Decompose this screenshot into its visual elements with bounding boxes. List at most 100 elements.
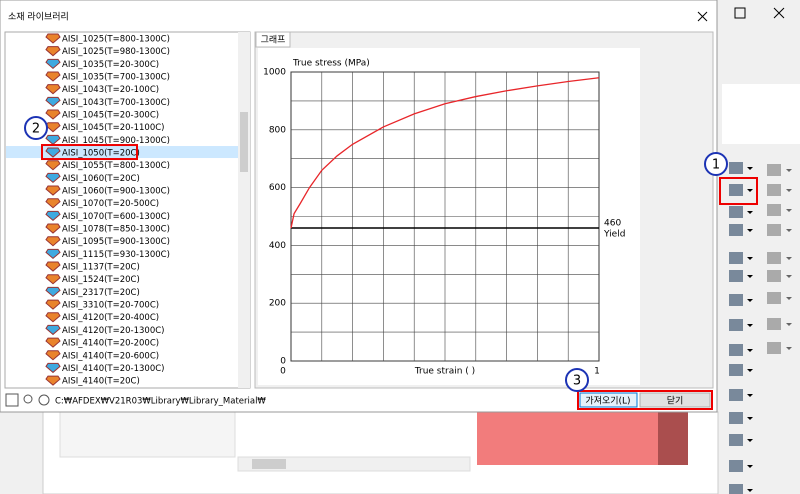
dropdown-arrow[interactable] [747, 299, 753, 302]
tool-icon[interactable] [767, 342, 781, 354]
tool-icon[interactable] [767, 204, 781, 216]
tool-icon[interactable] [767, 318, 781, 330]
y-tick-label: 600 [269, 183, 286, 193]
list-item[interactable]: AISI_1045(T=20-300C) [62, 111, 159, 121]
tool-icon[interactable] [729, 270, 743, 282]
tool-icon[interactable] [729, 364, 743, 376]
list-item[interactable]: AISI_1045(T=20-1100C) [62, 123, 165, 133]
tool-icon[interactable] [729, 162, 743, 174]
tool-icon[interactable] [729, 252, 743, 264]
home-icon[interactable] [5, 393, 19, 407]
material-icon [45, 33, 61, 44]
dropdown-arrow[interactable] [747, 465, 753, 468]
maximize[interactable] [734, 7, 746, 19]
dropdown-arrow[interactable] [786, 275, 792, 278]
dropdown-arrow[interactable] [747, 167, 753, 170]
tool-icon[interactable] [729, 319, 743, 331]
dropdown-arrow[interactable] [747, 439, 753, 442]
dropdown-arrow[interactable] [786, 189, 792, 192]
dropdown-arrow[interactable] [786, 209, 792, 212]
dropdown-arrow[interactable] [747, 189, 753, 192]
list-item[interactable]: AISI_3310(T=20-700C) [62, 301, 159, 311]
tool-icon[interactable] [767, 164, 781, 176]
dropdown-arrow[interactable] [786, 169, 792, 172]
tool-icon[interactable] [729, 434, 743, 446]
close-button[interactable] [639, 392, 711, 408]
list-item[interactable]: AISI_1070(T=20-500C) [62, 199, 159, 209]
dropdown-arrow[interactable] [747, 275, 753, 278]
dropdown-arrow[interactable] [747, 394, 753, 397]
list-item[interactable]: AISI_1035(T=20-300C) [62, 60, 159, 70]
list-item[interactable]: AISI_1060(T=900-1300C) [62, 187, 170, 197]
scroll-thumb[interactable] [252, 459, 286, 469]
list-item[interactable]: AISI_1078(T=850-1300C) [62, 225, 170, 235]
list-item[interactable]: AISI_1137(T=20C) [62, 263, 140, 273]
tool-icon[interactable] [729, 389, 743, 401]
list-item[interactable]: AISI_4120(T=20-1300C) [62, 326, 165, 336]
tool-icon[interactable] [729, 484, 743, 494]
list-item[interactable]: AISI_1025(T=980-1300C) [62, 47, 170, 57]
dropdown-arrow[interactable] [786, 323, 792, 326]
list-item[interactable]: AISI_1035(T=700-1300C) [62, 73, 170, 83]
list-item[interactable]: AISI_1045(T=900-1300C) [62, 136, 170, 146]
search-icon[interactable] [23, 394, 33, 404]
dropdown-arrow[interactable] [747, 489, 753, 492]
list-item[interactable]: AISI_1095(T=900-1300C) [62, 237, 170, 247]
list-item[interactable]: AISI_4140(T=20-1300C) [62, 364, 165, 374]
tool-icon[interactable] [767, 184, 781, 196]
material-icon [45, 299, 61, 310]
list-item[interactable]: AISI_4140(T=20C) [62, 377, 140, 387]
tab-label[interactable]: 그래프 [261, 35, 286, 46]
tool-icon[interactable] [767, 252, 781, 264]
list-item[interactable]: AISI_1524(T=20C) [62, 275, 140, 285]
list-item[interactable]: AISI_4140(T=20-600C) [62, 351, 159, 361]
material-icon [45, 46, 61, 57]
tool-icon[interactable] [729, 460, 743, 472]
tool-icon[interactable] [767, 292, 781, 304]
dropdown-arrow[interactable] [786, 257, 792, 260]
list-item[interactable]: AISI_1043(T=20-100C) [62, 85, 159, 95]
import-button[interactable] [579, 392, 638, 408]
tool-icon[interactable] [767, 270, 781, 282]
dropdown-arrow[interactable] [747, 211, 753, 214]
dropdown-arrow[interactable] [747, 369, 753, 372]
list-scroll-thumb[interactable] [240, 112, 248, 172]
dropdown-arrow[interactable] [786, 347, 792, 350]
list-scrollbar[interactable] [238, 32, 250, 388]
close-label[interactable]: 닫기 [667, 395, 684, 407]
scrollbar[interactable] [237, 456, 471, 472]
tool-icon[interactable] [729, 206, 743, 218]
stress-curve [290, 77, 600, 229]
list-item[interactable]: AISI_2317(T=20C) [62, 288, 140, 298]
list-item[interactable]: AISI_1025(T=800-1300C) [62, 35, 170, 45]
dropdown-arrow[interactable] [786, 229, 792, 232]
list-item[interactable]: AISI_4140(T=20-200C) [62, 339, 159, 349]
list-item[interactable]: AISI_4120(T=20-400C) [62, 313, 159, 323]
x-axis-label: True strain ( ) [414, 367, 475, 377]
tool-icon[interactable] [729, 412, 743, 424]
tool-icon[interactable] [767, 224, 781, 236]
dropdown-arrow[interactable] [786, 297, 792, 300]
tool-icon[interactable] [729, 294, 743, 306]
refresh-icon[interactable] [38, 394, 50, 406]
list-item[interactable]: AISI_1055(T=800-1300C) [62, 161, 170, 171]
list-item[interactable]: AISI_1070(T=600-1300C) [62, 212, 170, 222]
import-label[interactable]: 가져오기(L) [585, 396, 630, 407]
dialog-close[interactable] [697, 11, 708, 22]
close-app[interactable] [773, 7, 785, 19]
list-item[interactable]: AISI_1115(T=930-1300C) [62, 250, 170, 260]
dropdown-arrow[interactable] [747, 324, 753, 327]
list-item[interactable]: AISI_1050(T=20C) [62, 149, 140, 159]
dropdown-arrow[interactable] [747, 257, 753, 260]
tool-icon[interactable] [729, 224, 743, 236]
toolbar [720, 0, 800, 494]
dropdown-arrow[interactable] [747, 229, 753, 232]
tab[interactable] [255, 31, 291, 48]
list-item[interactable]: AISI_1043(T=700-1300C) [62, 98, 170, 108]
list-item[interactable]: AISI_1060(T=20C) [62, 174, 140, 184]
tool-icon[interactable] [729, 344, 743, 356]
tool-icon[interactable] [729, 184, 743, 196]
dropdown-arrow[interactable] [747, 417, 753, 420]
dropdown-arrow[interactable] [747, 349, 753, 352]
